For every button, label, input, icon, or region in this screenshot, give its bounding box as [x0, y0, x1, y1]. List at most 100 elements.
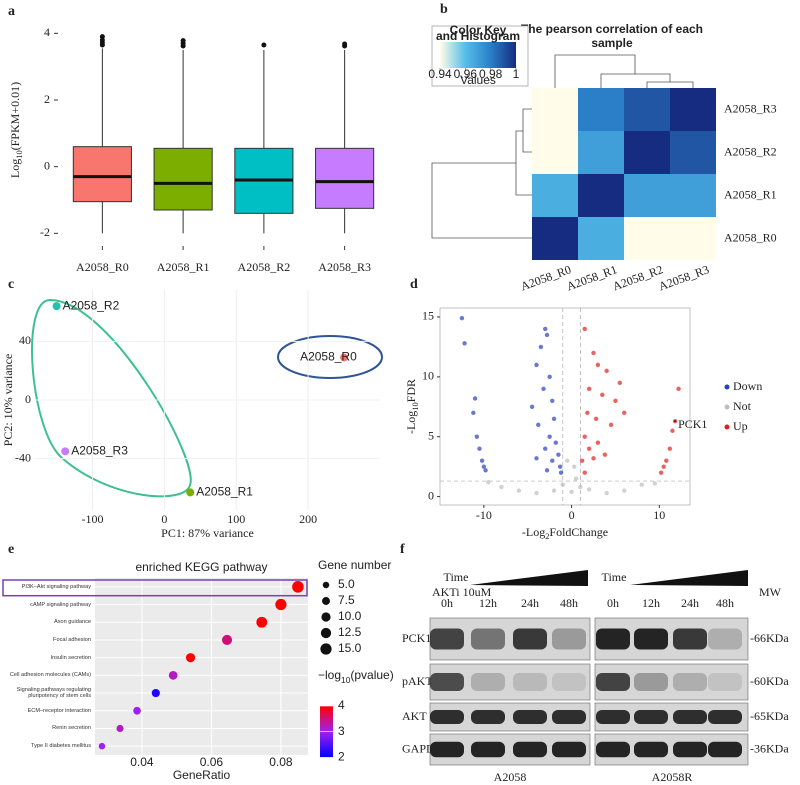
point [544, 332, 550, 338]
blot-band [673, 673, 707, 691]
blot-band [552, 741, 586, 758]
category-label: Insulin secretion [50, 654, 91, 661]
color-key-label: Values [460, 73, 496, 87]
point [639, 482, 644, 487]
point [479, 458, 485, 463]
blot-band [673, 741, 707, 758]
point [499, 484, 504, 490]
panel-label: b [440, 2, 448, 17]
panel-label: e [8, 542, 14, 557]
x-tick-label: 0 [569, 508, 575, 522]
column-label: A2058_R3 [657, 262, 711, 293]
heat-cell [532, 88, 578, 131]
blot-band [513, 628, 547, 650]
blot-band [471, 628, 505, 650]
heat-cell [670, 88, 716, 131]
point [551, 488, 557, 493]
legend-marker [724, 404, 730, 410]
blot-band [430, 673, 464, 691]
cell-line-label: A2058 [494, 770, 527, 784]
y-tick-label: 5 [428, 428, 434, 442]
chart-title: enriched KEGG pathway [135, 560, 267, 574]
color-bar-label: 2 [338, 750, 345, 764]
blot-band [471, 710, 505, 724]
x-tick-label: 0.06 [200, 755, 224, 769]
point [586, 487, 592, 492]
point [573, 476, 579, 481]
chart-title: sample [591, 36, 633, 50]
legend-label: Up [733, 419, 748, 433]
x-axis-label-part: FoldChange [549, 525, 608, 539]
timepoint-label: 12h [642, 596, 660, 610]
y-tick-label: 0 [25, 392, 31, 406]
x-axis-label-part: -Log [522, 525, 545, 539]
heat-cell [624, 88, 670, 131]
point [608, 422, 614, 427]
size-legend-label: 7.5 [338, 593, 355, 607]
heat-cell [670, 131, 716, 174]
point-label: A2058_R3 [71, 444, 128, 458]
point [595, 440, 601, 445]
timepoint-label: 48h [716, 596, 734, 610]
blot-band [596, 628, 630, 650]
y-axis-label-part: Log [8, 159, 22, 178]
x-axis-label: -Log2FoldChange [522, 525, 608, 542]
timepoint-label: 0h [441, 596, 453, 610]
blot-band [673, 710, 707, 724]
point [591, 350, 596, 356]
size-legend-marker [320, 627, 332, 639]
point [613, 398, 618, 404]
blot-band [634, 673, 668, 691]
color-bar-label: 4 [338, 698, 345, 712]
point [652, 481, 658, 486]
panel-label: a [8, 4, 15, 19]
point [602, 452, 608, 457]
point [560, 482, 566, 487]
chart-title: The pearson correlation of each [521, 22, 703, 36]
highlight-box [2, 579, 308, 597]
dot [185, 653, 196, 663]
color-key-title: and Histogram [436, 29, 520, 43]
point-label: A2058_R2 [63, 298, 120, 312]
y-axis-label: Log10(FPKM+0.01) [8, 82, 25, 178]
protein-label: pAKT [402, 674, 433, 688]
point [551, 416, 557, 421]
mw-label: MW [759, 585, 782, 599]
category-label-box: ECM–receptor interaction [27, 707, 91, 714]
point [541, 386, 546, 392]
point [543, 326, 548, 332]
point [622, 410, 627, 415]
blot-band [634, 628, 668, 650]
heat-cell [624, 174, 670, 217]
category-label: cAMP signaling pathway [30, 601, 91, 608]
point [582, 470, 587, 475]
size-legend-label: 5.0 [338, 577, 355, 591]
dot [256, 616, 268, 628]
timepoint-label: 12h [479, 596, 497, 610]
color-key-tick-label: 0.94 [428, 67, 452, 81]
heat-cell [624, 217, 670, 260]
y-tick-label: -40 [15, 450, 31, 464]
point [658, 470, 664, 475]
color-legend-title: −log10(pvalue) [318, 668, 394, 685]
x-tick-label: 0 [161, 512, 167, 526]
point [670, 428, 675, 433]
point [186, 488, 195, 497]
color-legend-title-part: 10 [341, 675, 351, 685]
y-tick-label: 0 [44, 158, 50, 172]
point [585, 410, 590, 415]
cell-line-label: A2058R [652, 770, 693, 784]
protein-label: AKT [402, 709, 427, 723]
color-legend-title-part: −log [318, 668, 341, 682]
weight-label: -60KDa [750, 674, 789, 688]
blot-band [552, 710, 586, 724]
category-label: ECM–receptor interaction [27, 707, 91, 714]
dot [275, 598, 287, 611]
point [661, 464, 666, 469]
point [483, 468, 488, 473]
protein-label: PCK1 [402, 631, 431, 645]
annotation: PCK1 [678, 417, 707, 431]
row-dendrogram [431, 108, 532, 239]
heat-cell [578, 88, 624, 131]
x-tick-label: A2058_R3 [318, 260, 371, 274]
